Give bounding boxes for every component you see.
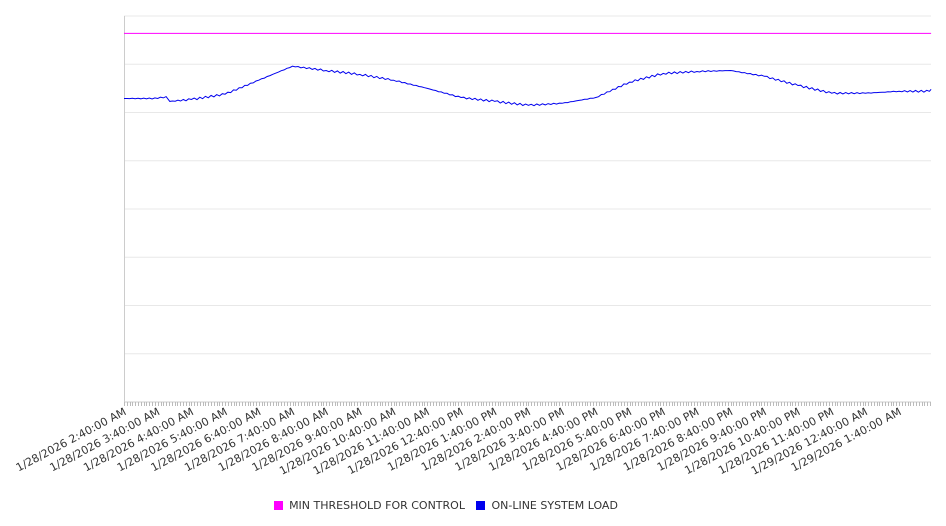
legend: MIN THRESHOLD FOR CONTROL ON-LINE SYSTEM… bbox=[0, 499, 892, 513]
legend-label-threshold: MIN THRESHOLD FOR CONTROL bbox=[289, 499, 465, 512]
legend-item-system-load[interactable]: ON-LINE SYSTEM LOAD bbox=[476, 499, 618, 512]
legend-item-threshold[interactable]: MIN THRESHOLD FOR CONTROL bbox=[274, 499, 465, 512]
legend-swatch-system-load bbox=[476, 501, 486, 510]
series-line-system-load bbox=[124, 65, 932, 107]
legend-swatch-threshold bbox=[274, 501, 284, 510]
legend-label-system-load: ON-LINE SYSTEM LOAD bbox=[491, 499, 618, 512]
